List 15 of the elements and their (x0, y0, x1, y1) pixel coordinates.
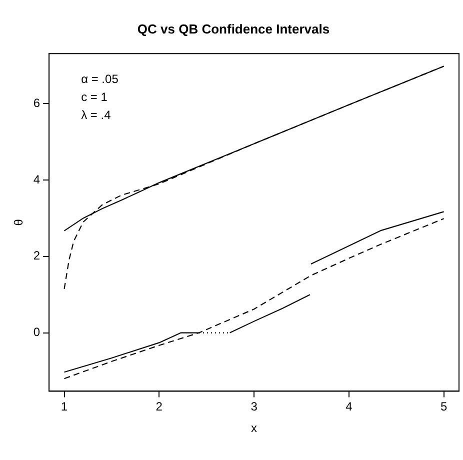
annotation: λ = .4 (81, 108, 112, 122)
y-tick-label: 4 (33, 172, 40, 186)
x-tick-label: 2 (156, 400, 163, 414)
chart-title: QC vs QB Confidence Intervals (137, 21, 330, 36)
annotation: α = .05 (81, 72, 119, 86)
x-tick-label: 4 (346, 400, 353, 414)
x-tick-label: 5 (440, 400, 448, 414)
y-tick-label: 6 (33, 96, 40, 110)
x-tick-label: 1 (60, 400, 68, 414)
annotation: c = 1 (81, 90, 108, 104)
x-axis-title: x (251, 421, 258, 436)
y-tick-label: 0 (33, 325, 40, 340)
x-tick-label: 3 (250, 400, 258, 414)
y-axis-title: θ (12, 218, 26, 226)
y-tick-label: 2 (33, 248, 40, 263)
